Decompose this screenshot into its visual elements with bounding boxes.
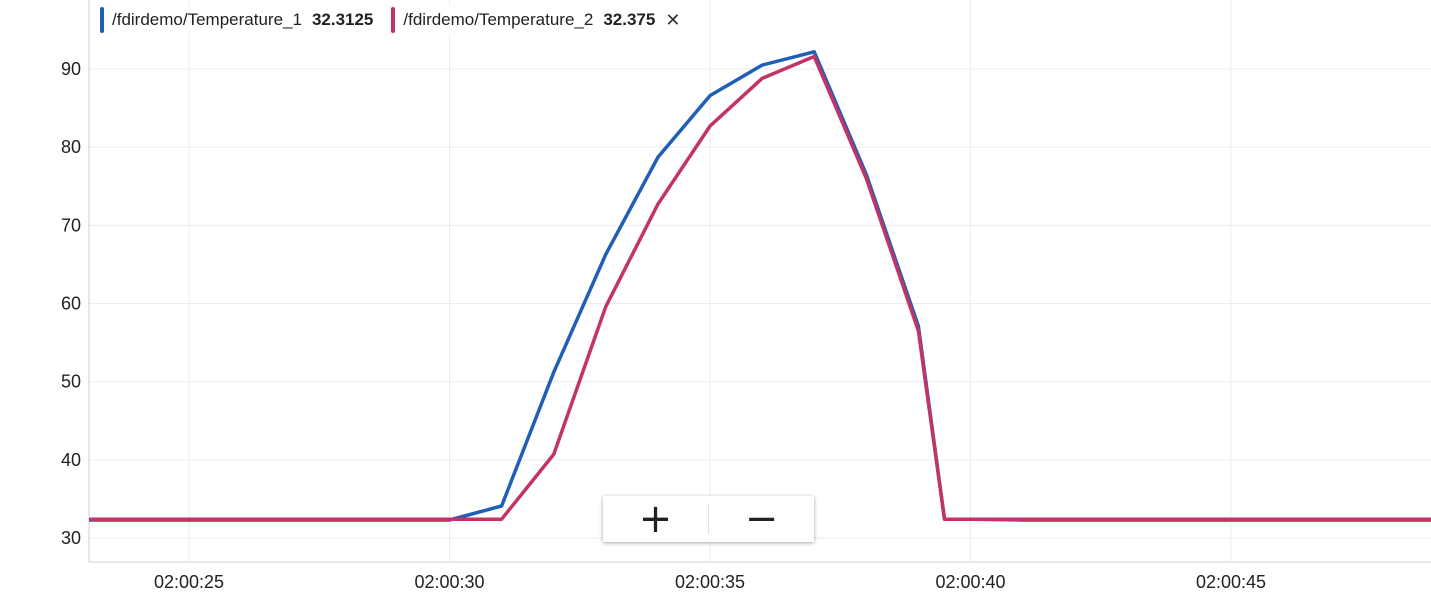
y-tick-label: 40 [61,450,81,470]
legend-name-temperature-2: /fdirdemo/Temperature_2 [403,10,594,29]
x-tick-label: 02:00:40 [935,572,1005,592]
legend-value-temperature-2: 32.375 [603,10,656,29]
legend-swatch-temperature-1 [100,7,104,33]
zoom-in-button[interactable]: + [603,496,708,542]
plus-icon: + [638,496,673,542]
y-tick-label: 60 [61,294,81,314]
series-line-temperature-1 [89,50,1431,522]
legend-item-temperature-1[interactable]: /fdirdemo/Temperature_1 32.3125 [96,6,380,34]
legend-swatch-temperature-2 [391,7,396,33]
x-axis-ticks: 02:00:25 02:00:30 02:00:35 02:00:40 02:00:45 [154,572,1266,592]
legend-value-temperature-1: 32.3125 [311,10,374,29]
y-tick-label: 70 [61,215,81,235]
y-tick-label: 50 [61,372,81,392]
chart-legend: /fdirdemo/Temperature_1 32.3125 /fdirdem… [96,6,687,34]
y-axis-ticks: 30 40 50 60 70 80 90 [61,59,81,548]
zoom-out-button[interactable]: − [709,496,814,542]
zoom-divider [708,504,709,534]
x-tick-label: 02:00:30 [414,572,484,592]
axes [88,0,1431,563]
x-tick-label: 02:00:45 [1196,572,1266,592]
legend-name-temperature-1: /fdirdemo/Temperature_1 [112,10,302,29]
series-line-temperature-2 [89,54,1431,521]
x-tick-label: 02:00:35 [675,572,745,592]
y-tick-label: 90 [61,59,81,79]
x-tick-label: 02:00:25 [154,572,224,592]
zoom-controls: + − [603,496,814,542]
series-lines [89,50,1431,522]
y-tick-label: 80 [61,137,81,157]
minus-icon: − [744,496,779,542]
y-tick-label: 30 [61,528,81,548]
grid-lines [89,0,1431,562]
close-icon[interactable]: ✕ [665,9,681,30]
legend-item-temperature-2[interactable]: /fdirdemo/Temperature_2 32.375 ✕ [387,6,687,34]
